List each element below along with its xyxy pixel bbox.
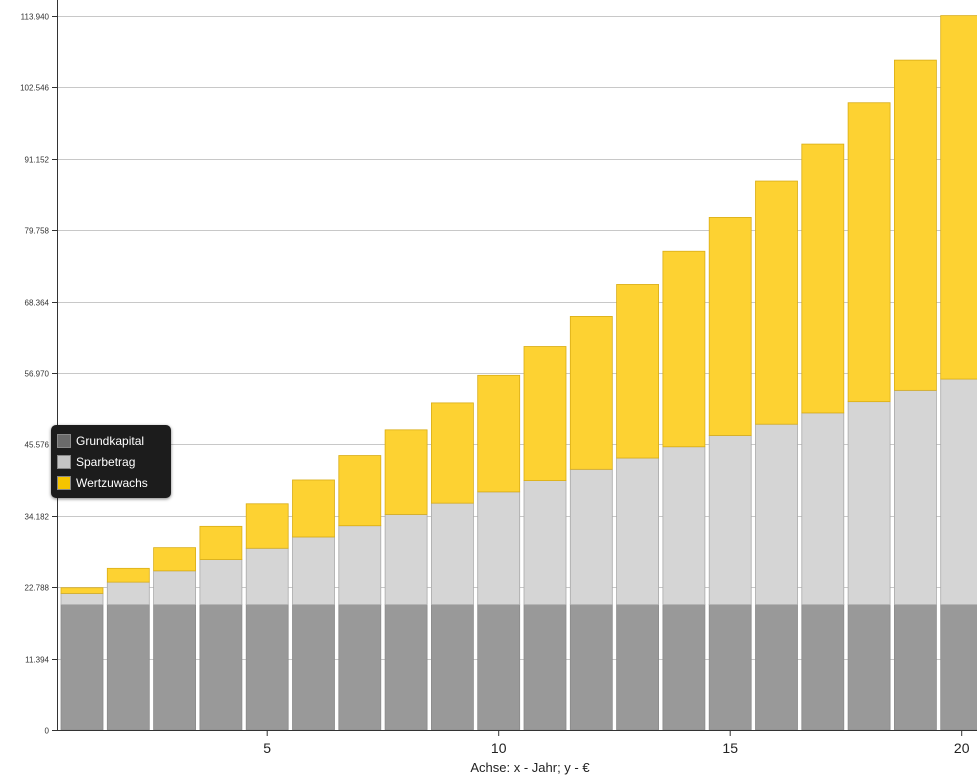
legend-item-wertzuwachs[interactable]: Wertzuwachs: [57, 472, 165, 493]
bar-sparbetrag-19: [894, 389, 937, 606]
y-tick-label: 113.940: [21, 13, 50, 22]
legend-label: Grundkapital: [76, 433, 145, 448]
y-tick-label: 79.758: [25, 227, 50, 236]
bar-grundkapital-4: [199, 604, 243, 731]
bar-sparbetrag-2: [106, 581, 150, 606]
bar-wertzuwachs-10: [477, 374, 521, 493]
bar-grundkapital-2: [106, 604, 150, 731]
bar-grundkapital-11: [523, 604, 567, 731]
x-tick-label: 15: [722, 740, 738, 756]
y-tick-label: 91.152: [25, 156, 50, 165]
x-tick-label: 5: [263, 740, 271, 756]
bar-wertzuwachs-7: [338, 455, 382, 527]
bar-sparbetrag-15: [708, 435, 752, 606]
bar-grundkapital-13: [616, 604, 659, 731]
bar-wertzuwachs-14: [662, 250, 706, 448]
x-axis-label: Achse: x - Jahr; y - €: [470, 760, 590, 775]
bar-wertzuwachs-11: [523, 346, 567, 481]
bar-wertzuwachs-15: [708, 216, 752, 436]
bar-grundkapital-6: [292, 604, 335, 731]
y-tick-label: 34.182: [25, 513, 50, 522]
bar-wertzuwachs-3: [153, 547, 197, 572]
bar-sparbetrag-12: [569, 468, 613, 606]
y-tick-label: 45.576: [25, 441, 50, 450]
bar-grundkapital-18: [847, 604, 891, 731]
bar-sparbetrag-14: [662, 446, 706, 606]
y-tick-label: 22.788: [25, 584, 50, 593]
bar-wertzuwachs-16: [755, 180, 798, 425]
bar-wertzuwachs-6: [292, 479, 335, 538]
bar-wertzuwachs-8: [384, 429, 428, 515]
bar-sparbetrag-17: [801, 412, 845, 606]
bar-wertzuwachs-12: [569, 316, 613, 470]
legend-swatch-sparbetrag: [57, 454, 71, 469]
bar-sparbetrag-13: [616, 457, 659, 606]
chart-legend: Grundkapital Sparbetrag Wertzuwachs: [51, 425, 171, 498]
bar-wertzuwachs-19: [894, 59, 937, 391]
bar-sparbetrag-7: [338, 525, 382, 606]
bar-grundkapital-1: [60, 604, 104, 731]
legend-item-sparbetrag[interactable]: Sparbetrag: [57, 451, 165, 472]
y-tick-label: 68.364: [25, 299, 50, 308]
bar-wertzuwachs-18: [847, 102, 891, 403]
legend-label: Sparbetrag: [76, 454, 136, 469]
bar-grundkapital-14: [662, 604, 706, 731]
bar-grundkapital-20: [940, 604, 977, 731]
y-tick-label: 0: [45, 727, 50, 736]
legend-label: Wertzuwachs: [76, 475, 148, 490]
bar-sparbetrag-4: [199, 559, 243, 606]
bar-wertzuwachs-4: [199, 525, 243, 560]
bar-grundkapital-3: [153, 604, 197, 731]
legend-swatch-grundkapital: [57, 433, 71, 448]
bar-wertzuwachs-5: [245, 503, 289, 549]
bar-grundkapital-17: [801, 604, 845, 731]
y-tick-label: 102.546: [20, 84, 49, 93]
bar-sparbetrag-11: [523, 480, 567, 606]
bar-sparbetrag-5: [245, 547, 289, 606]
bar-sparbetrag-20: [940, 378, 977, 606]
bar-grundkapital-15: [708, 604, 752, 731]
bar-wertzuwachs-17: [801, 143, 845, 414]
bar-sparbetrag-10: [477, 491, 521, 606]
legend-item-grundkapital[interactable]: Grundkapital: [57, 430, 165, 451]
x-tick-label: 20: [954, 740, 970, 756]
bar-grundkapital-5: [245, 604, 289, 731]
bar-sparbetrag-18: [847, 401, 891, 606]
bar-grundkapital-9: [430, 604, 474, 731]
bar-sparbetrag-8: [384, 514, 428, 606]
bar-grundkapital-12: [569, 604, 613, 731]
bar-sparbetrag-3: [153, 570, 197, 606]
bar-grundkapital-16: [755, 604, 798, 731]
bar-wertzuwachs-9: [430, 402, 474, 504]
bars: [60, 15, 977, 731]
bar-grundkapital-8: [384, 604, 428, 731]
bar-grundkapital-19: [894, 604, 937, 731]
y-tick-label: 11.394: [25, 656, 49, 665]
bar-wertzuwachs-1: [60, 587, 104, 594]
bar-sparbetrag-9: [430, 502, 474, 606]
bar-wertzuwachs-2: [106, 567, 150, 583]
bar-grundkapital-7: [338, 604, 382, 731]
legend-swatch-wertzuwachs: [57, 475, 71, 490]
bar-sparbetrag-16: [755, 423, 798, 606]
y-tick-label: 56.970: [25, 370, 50, 379]
bar-grundkapital-10: [477, 604, 521, 731]
bar-sparbetrag-6: [292, 536, 335, 606]
bar-sparbetrag-1: [60, 592, 104, 606]
x-tick-label: 10: [491, 740, 507, 756]
bar-wertzuwachs-20: [940, 15, 977, 380]
bar-wertzuwachs-13: [616, 284, 659, 459]
